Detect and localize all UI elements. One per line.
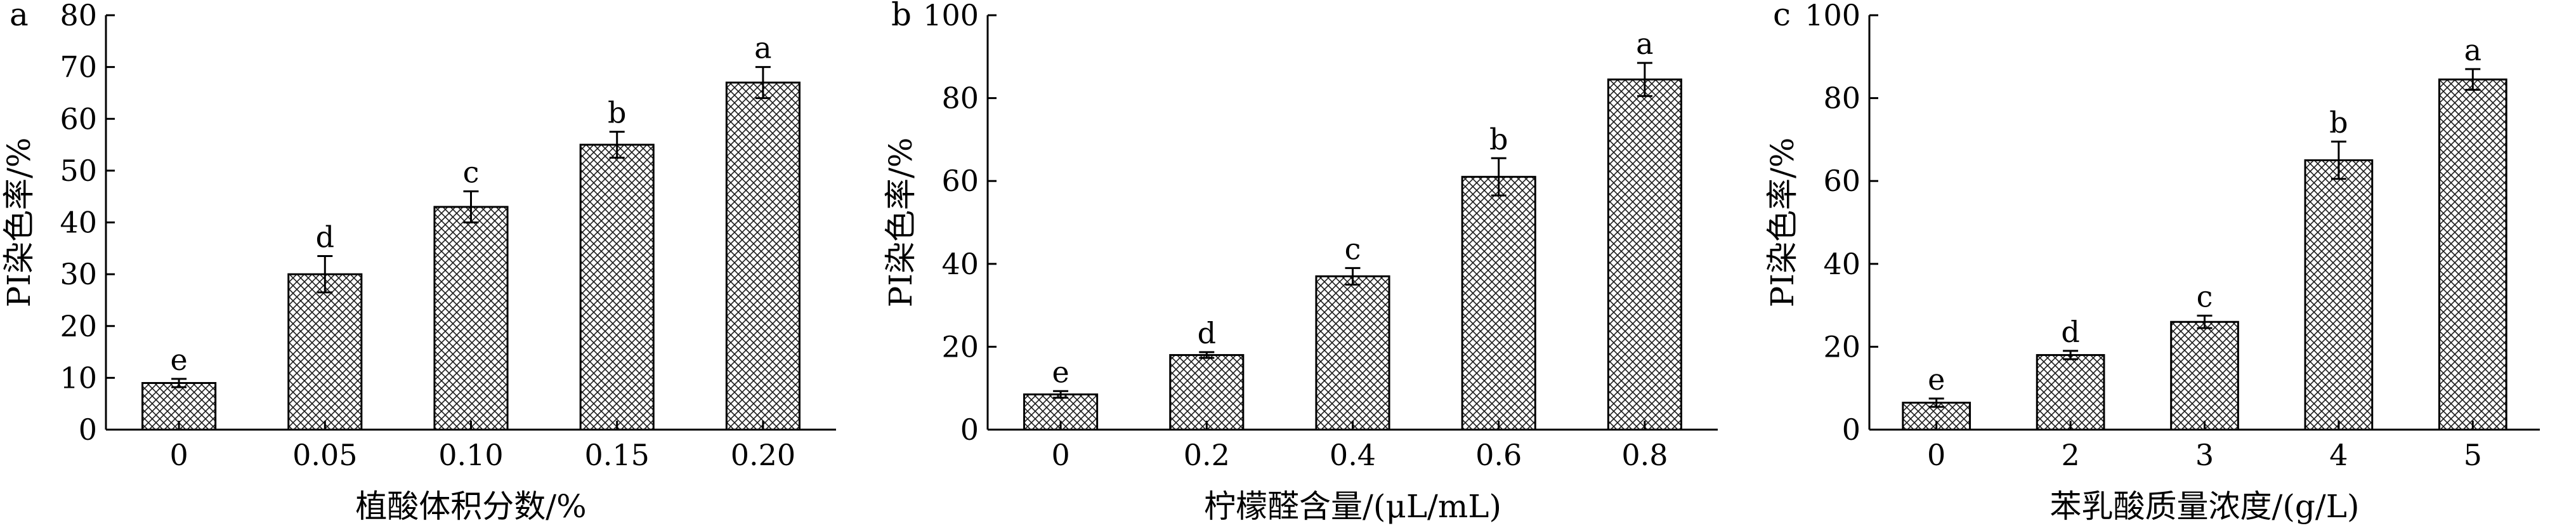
y-tick-label: 100 xyxy=(923,0,979,32)
y-axis-label: PI染色率/% xyxy=(882,138,919,308)
y-axis-label: PI染色率/% xyxy=(1,138,37,308)
bar xyxy=(2036,353,2105,431)
bar xyxy=(2438,78,2507,431)
x-axis-label: 植酸体积分数/% xyxy=(355,488,586,525)
x-tick-label: 0.20 xyxy=(731,438,795,472)
x-axis-label: 柠檬醛含量/(μL/mL) xyxy=(1204,488,1501,525)
y-tick-label: 10 xyxy=(60,360,97,395)
bar xyxy=(1315,275,1390,431)
significance-label: b xyxy=(2329,105,2348,140)
x-tick-label: 5 xyxy=(2464,438,2482,472)
bar xyxy=(725,81,801,431)
y-tick-label: 40 xyxy=(1823,247,1860,281)
significance-label: b xyxy=(1489,122,1508,156)
bar xyxy=(1169,353,1245,431)
significance-label: a xyxy=(1636,27,1653,61)
y-tick-label: 80 xyxy=(60,0,97,32)
significance-label: d xyxy=(2061,315,2079,349)
x-tick-label: 2 xyxy=(2061,438,2079,472)
y-axis-label: PI染色率/% xyxy=(1764,138,1801,308)
bar xyxy=(1461,176,1536,431)
y-tick-label: 0 xyxy=(960,412,979,447)
y-tick-label: 60 xyxy=(60,102,97,136)
significance-label: c xyxy=(463,155,480,190)
significance-label: e xyxy=(170,343,187,377)
significance-label: d xyxy=(1198,316,1216,350)
x-tick-label: 0.2 xyxy=(1184,438,1230,472)
y-tick-label: 80 xyxy=(941,81,979,116)
bar xyxy=(1607,78,1682,431)
bar xyxy=(579,143,655,431)
panel-letter: b xyxy=(891,0,912,33)
x-tick-label: 0.05 xyxy=(292,438,357,472)
y-tick-label: 20 xyxy=(60,309,97,343)
y-tick-label: 70 xyxy=(60,50,97,84)
y-tick-label: 60 xyxy=(941,164,979,198)
chart-panel-c: c 0 20 40 60 80 100 PI染色率/% e 0 d 2 c 3 b 4 a 5 苯乳酸质量浓度/(g… xyxy=(1764,0,2540,525)
y-tick-label: 20 xyxy=(941,329,979,364)
x-tick-label: 0.8 xyxy=(1621,438,1668,472)
y-tick-label: 30 xyxy=(60,257,97,291)
significance-label: b xyxy=(608,96,626,130)
x-tick-label: 0 xyxy=(1927,438,1945,472)
bar xyxy=(2304,159,2374,431)
chart-panel-a: a 0 10 20 30 40 50 60 70 80 PI染色率/% e 0 d 0.05 c 0.10 b 0.… xyxy=(1,0,836,525)
significance-label: c xyxy=(1345,232,1361,266)
x-axis-label: 苯乳酸质量浓度/(g/L) xyxy=(2050,488,2360,525)
bar xyxy=(433,206,509,431)
x-tick-label: 0.4 xyxy=(1330,438,1376,472)
y-tick-label: 40 xyxy=(941,247,979,281)
y-tick-label: 60 xyxy=(1823,164,1860,198)
panel-letter: a xyxy=(10,0,29,33)
y-tick-label: 50 xyxy=(60,154,97,188)
significance-label: e xyxy=(1052,355,1069,389)
significance-label: d xyxy=(316,220,334,254)
x-tick-label: 0.15 xyxy=(584,438,649,472)
x-tick-label: 0.6 xyxy=(1475,438,1522,472)
x-tick-label: 0 xyxy=(1051,438,1069,472)
significance-label: a xyxy=(754,31,771,65)
x-tick-label: 3 xyxy=(2195,438,2214,472)
bar xyxy=(287,273,363,431)
x-tick-label: 4 xyxy=(2329,438,2348,472)
y-tick-label: 80 xyxy=(1823,81,1860,116)
y-tick-label: 20 xyxy=(1823,329,1860,364)
x-tick-label: 0 xyxy=(169,438,188,472)
panel-letter: c xyxy=(1773,0,1791,33)
significance-label: c xyxy=(2197,279,2213,314)
chart-panel-b: b 0 20 40 60 80 100 PI染色率/% e 0 d 0.2 c 0.4 b 0.6 a 0.8 柠檬… xyxy=(882,0,1718,525)
x-tick-label: 0.10 xyxy=(438,438,503,472)
y-tick-label: 0 xyxy=(79,412,97,447)
y-tick-label: 40 xyxy=(60,206,97,240)
significance-label: e xyxy=(1928,362,1945,397)
bar xyxy=(2170,320,2239,431)
y-tick-label: 100 xyxy=(1805,0,1860,32)
y-tick-label: 0 xyxy=(1842,412,1860,447)
significance-label: a xyxy=(2464,33,2481,67)
